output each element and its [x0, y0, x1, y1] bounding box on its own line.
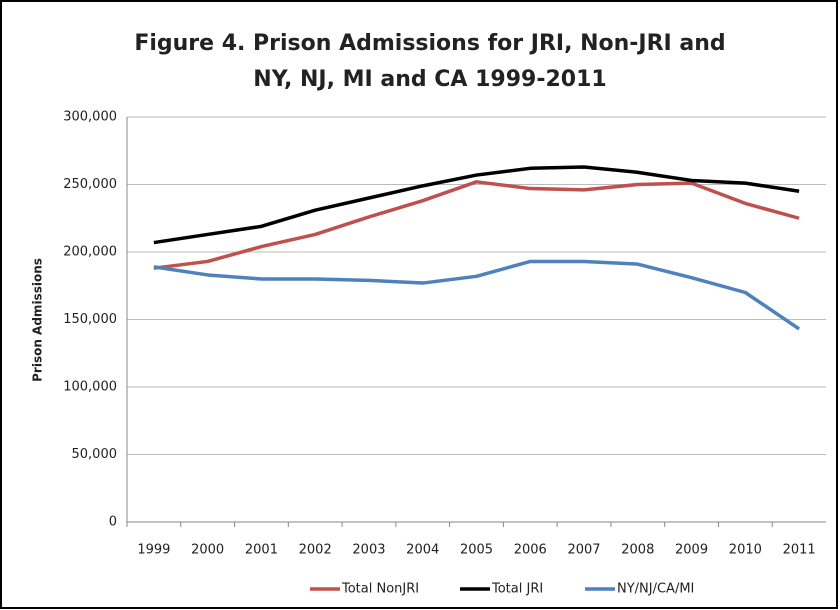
legend-label: NY/NJ/CA/MI	[617, 582, 694, 597]
y-tick-label: 200,000	[63, 245, 117, 260]
y-tick-label: 300,000	[63, 110, 117, 125]
y-tick-label: 150,000	[63, 312, 117, 327]
line-series	[153, 165, 800, 245]
x-tick-label: 2009	[675, 543, 708, 558]
y-tick-label: 50,000	[72, 447, 118, 462]
y-tick-label: 250,000	[63, 177, 117, 192]
x-tick-label: 2008	[621, 543, 654, 558]
y-axis-label: Prison Admissions	[31, 258, 45, 382]
x-tick-label: 2005	[460, 543, 493, 558]
legend-label: Total JRI	[491, 582, 543, 597]
line-series	[153, 259, 801, 331]
x-tick-label: 2004	[406, 543, 439, 558]
line-series	[153, 180, 800, 270]
x-tick-label: 1999	[137, 543, 170, 558]
y-tick-label: 100,000	[63, 380, 117, 395]
x-tick-label: 2006	[514, 543, 547, 558]
x-tick-label: 2003	[352, 543, 385, 558]
x-tick-label: 2011	[783, 543, 816, 558]
chart-title: Figure 4. Prison Admissions for JRI, Non…	[134, 31, 725, 56]
x-tick-label: 2010	[729, 543, 762, 558]
legend-label: Total NonJRI	[341, 582, 419, 597]
x-tick-label: 2002	[299, 543, 332, 558]
x-tick-label: 2000	[191, 543, 224, 558]
chart-title: NY, NJ, MI and CA 1999-2011	[253, 67, 606, 92]
x-tick-label: 2007	[567, 543, 600, 558]
y-tick-label: 0	[109, 515, 117, 530]
x-tick-label: 2001	[245, 543, 278, 558]
